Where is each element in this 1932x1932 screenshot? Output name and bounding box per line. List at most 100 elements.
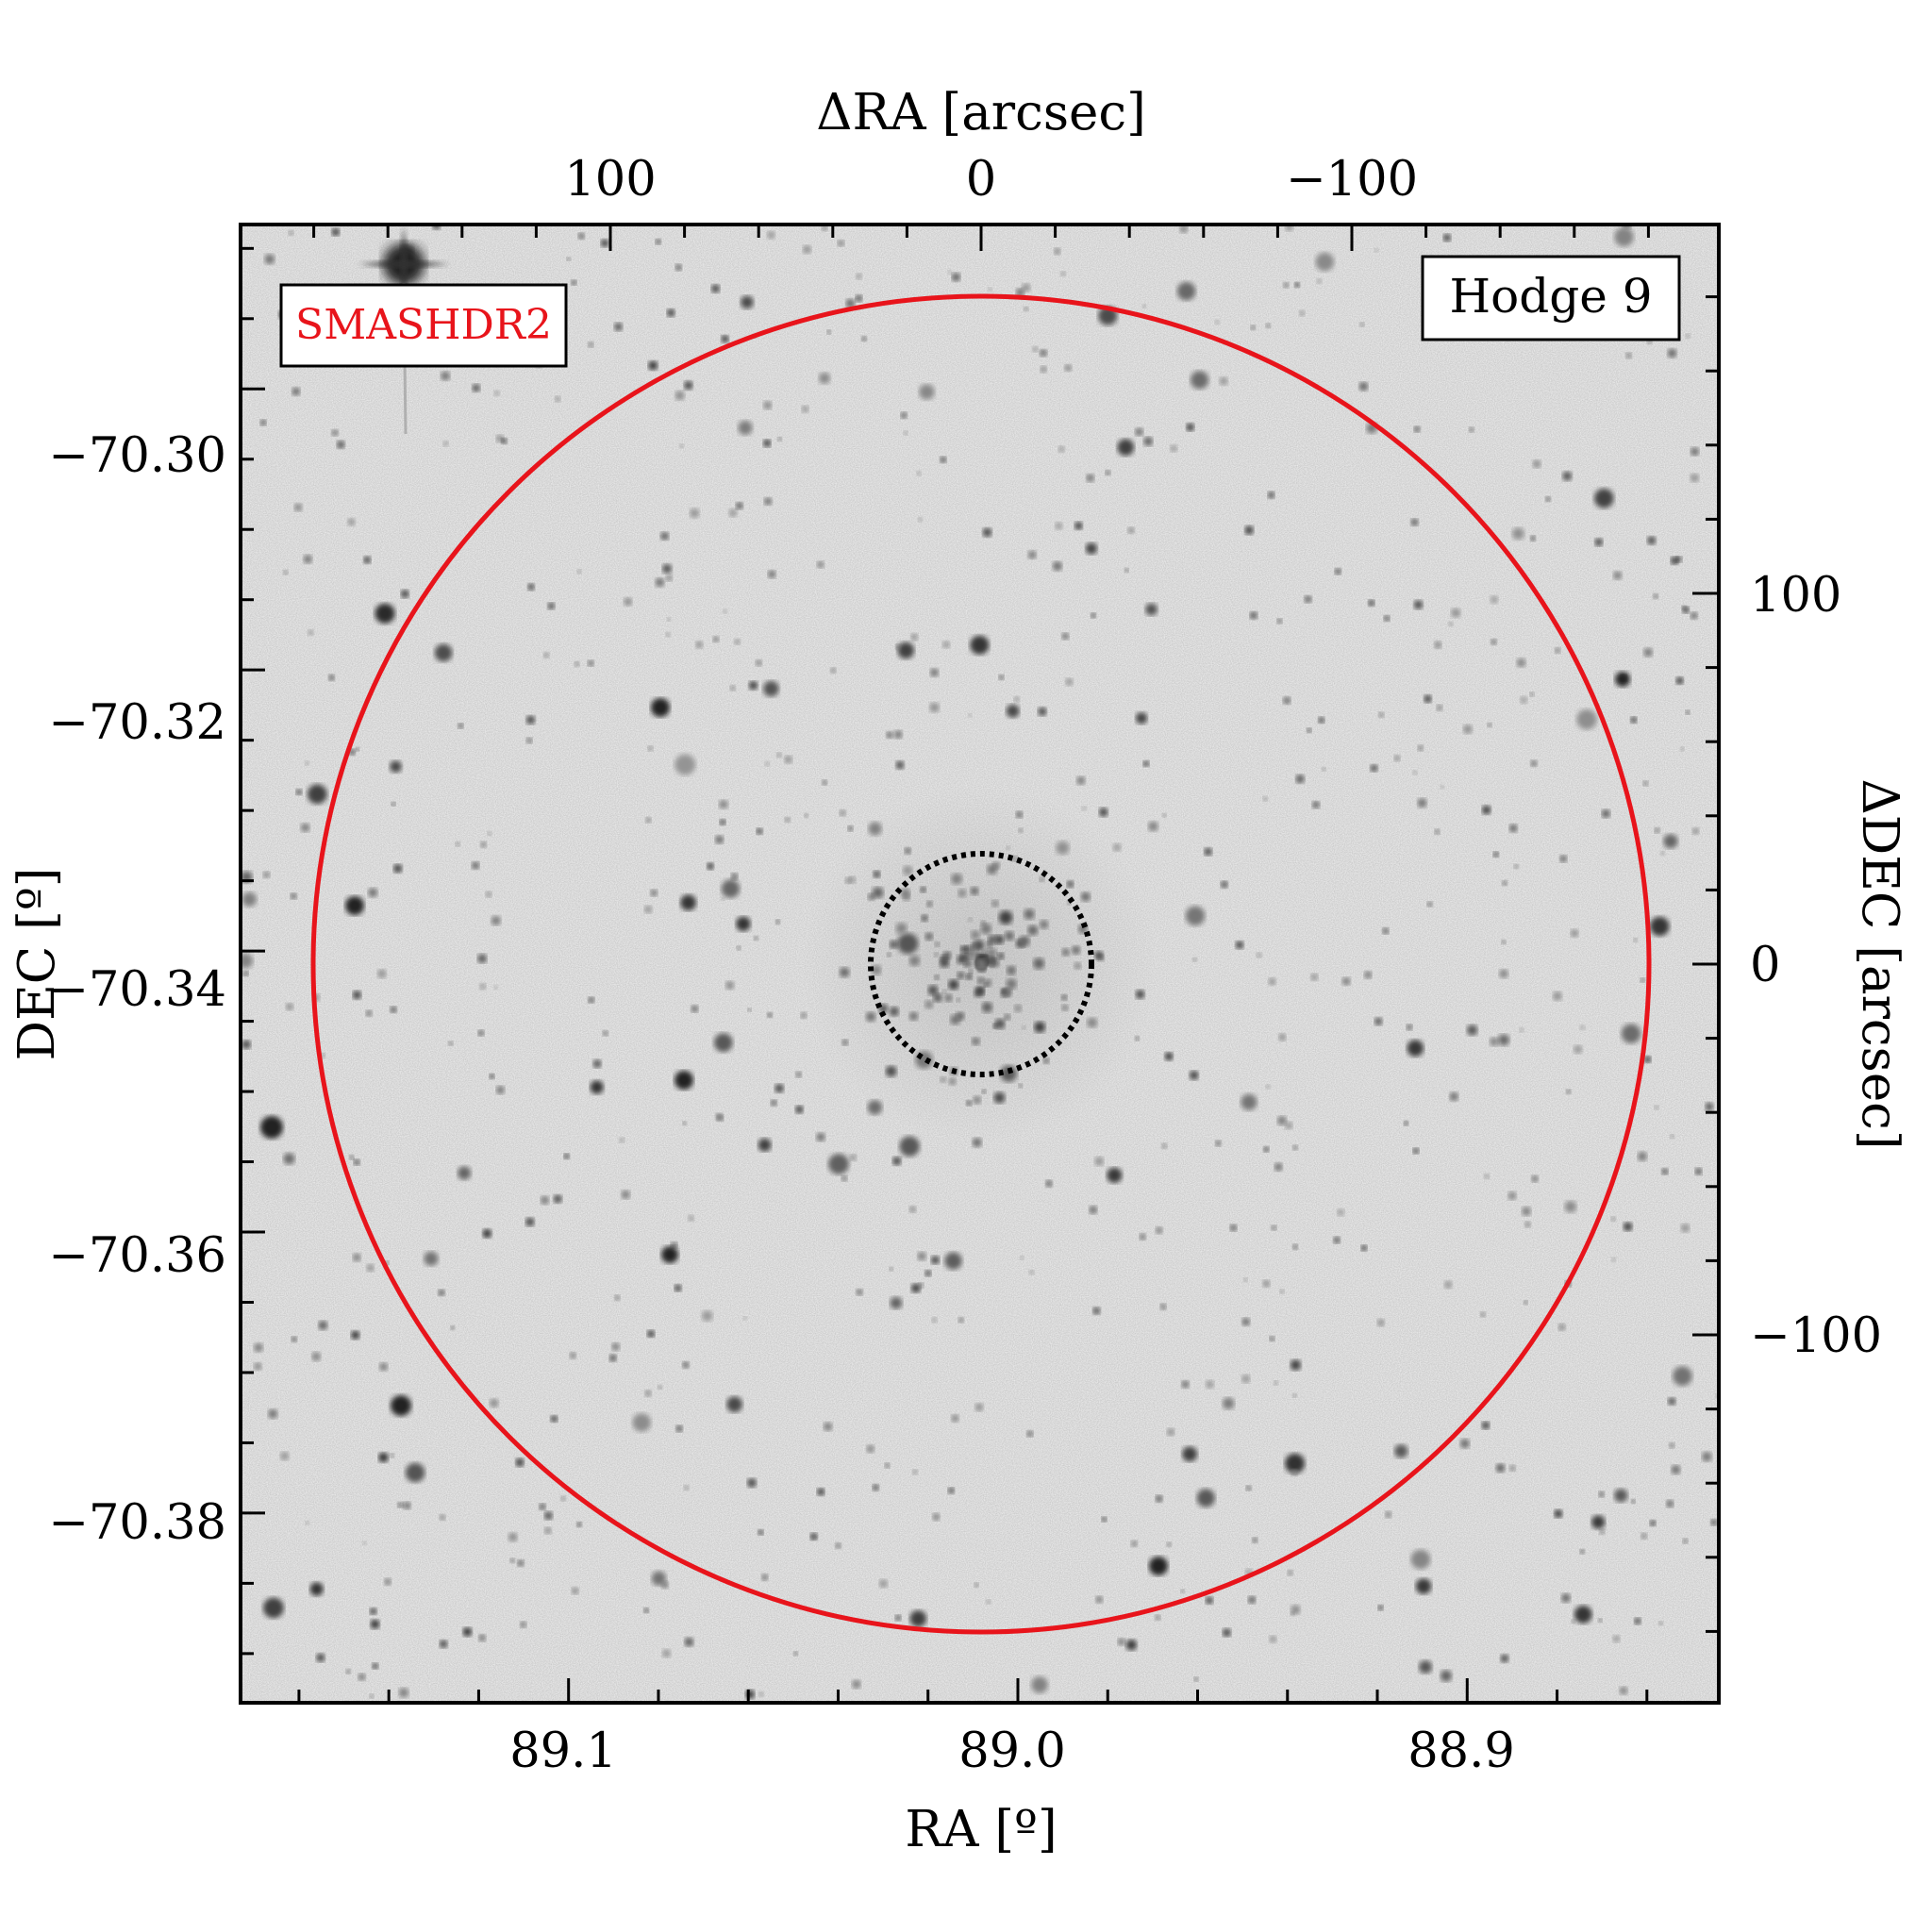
star <box>761 1574 769 1581</box>
star <box>1307 727 1312 733</box>
star <box>1223 1628 1231 1638</box>
star <box>651 1571 667 1586</box>
left-tick-label: −70.36 <box>48 1228 226 1284</box>
star <box>477 954 487 963</box>
star <box>493 985 498 990</box>
star <box>1417 745 1424 751</box>
star <box>1196 1489 1216 1507</box>
star <box>965 973 973 980</box>
star <box>675 754 696 775</box>
star <box>1484 1174 1490 1179</box>
top-tick-label: 0 <box>966 152 996 208</box>
star <box>647 745 653 751</box>
star <box>645 817 652 824</box>
star <box>1074 522 1083 530</box>
star <box>508 1532 518 1542</box>
star <box>748 681 758 691</box>
star <box>982 527 992 538</box>
star <box>1685 709 1690 715</box>
star <box>970 635 990 655</box>
star <box>501 438 508 444</box>
star <box>919 384 935 400</box>
star <box>1206 1380 1214 1389</box>
star <box>767 1012 773 1018</box>
star <box>1219 376 1228 386</box>
star <box>263 1597 284 1619</box>
star <box>944 1252 962 1270</box>
star <box>887 952 891 958</box>
star <box>1018 827 1024 833</box>
star <box>929 702 940 713</box>
star <box>994 1019 1006 1029</box>
star <box>1690 474 1699 483</box>
star <box>895 923 908 935</box>
star <box>974 1403 984 1411</box>
star <box>555 396 561 402</box>
star <box>1434 828 1441 835</box>
star <box>439 1640 448 1648</box>
star <box>1065 677 1074 686</box>
star <box>1500 1654 1509 1663</box>
star <box>711 284 720 293</box>
star <box>1267 491 1275 499</box>
star <box>1359 322 1365 327</box>
star <box>611 1342 620 1351</box>
star <box>1680 1224 1690 1233</box>
star <box>976 976 985 985</box>
star <box>993 1091 1006 1104</box>
star <box>940 457 947 463</box>
star <box>328 675 335 681</box>
star <box>1074 962 1082 970</box>
star <box>349 1155 355 1160</box>
star <box>793 1651 798 1657</box>
star <box>590 1080 604 1094</box>
star <box>455 841 460 847</box>
star <box>900 412 908 419</box>
star <box>379 1362 388 1372</box>
star <box>868 892 875 901</box>
star <box>571 1587 579 1595</box>
star <box>1167 1428 1175 1437</box>
star <box>434 643 453 662</box>
star <box>1341 976 1351 986</box>
star <box>1022 283 1031 292</box>
star <box>948 979 959 991</box>
star <box>723 608 727 614</box>
star <box>307 784 327 805</box>
star <box>764 761 770 767</box>
star <box>405 1462 425 1483</box>
star <box>1148 821 1158 832</box>
star <box>868 822 882 836</box>
star <box>458 723 464 729</box>
star <box>1054 247 1061 255</box>
star <box>1668 1397 1676 1406</box>
star <box>305 1521 309 1525</box>
star <box>971 942 978 950</box>
star <box>784 756 792 764</box>
star <box>932 1513 941 1521</box>
star <box>969 950 979 959</box>
star <box>1529 691 1535 697</box>
star <box>1634 1617 1641 1624</box>
star <box>968 969 974 974</box>
star <box>1358 382 1368 391</box>
star <box>1554 1509 1563 1518</box>
star <box>981 1002 992 1013</box>
star <box>496 1086 505 1094</box>
star <box>291 892 297 900</box>
star <box>715 835 724 844</box>
star <box>719 819 726 825</box>
star <box>1337 1208 1344 1216</box>
star <box>547 602 555 610</box>
star <box>1040 349 1047 357</box>
star <box>856 1289 863 1296</box>
star <box>885 1065 897 1077</box>
star <box>890 940 898 949</box>
star <box>971 930 980 940</box>
star <box>741 295 754 309</box>
star <box>1058 445 1065 453</box>
star <box>1466 1024 1478 1036</box>
star <box>924 1270 932 1277</box>
star <box>1681 605 1687 610</box>
star <box>441 371 450 381</box>
